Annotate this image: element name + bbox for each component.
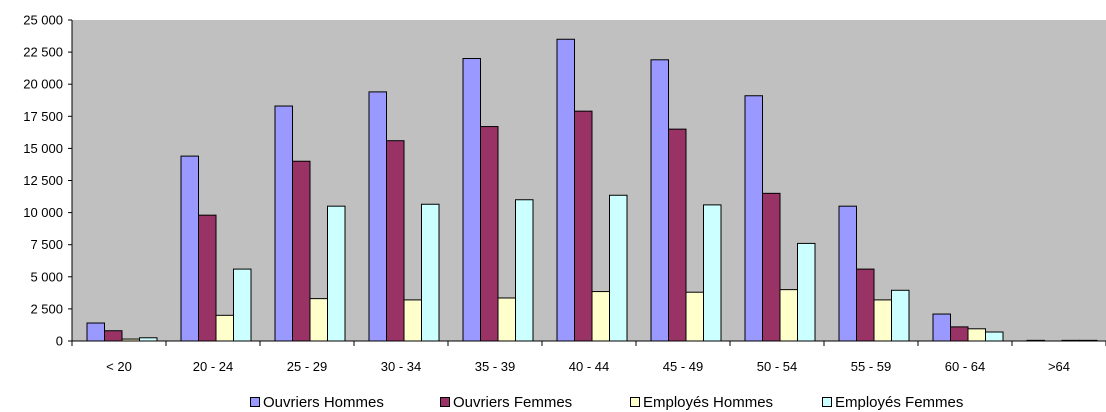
bar-4-4549 <box>703 204 722 342</box>
y-tick-label: 20 000 <box>23 77 63 92</box>
y-tick-label: 25 000 <box>23 13 63 28</box>
bar-3-3034 <box>403 299 422 342</box>
legend-item: Ouvriers Femmes <box>440 393 573 411</box>
bar-3-5054 <box>779 289 798 342</box>
bar-2-5054 <box>762 192 781 342</box>
bar-4-3539 <box>515 199 534 342</box>
legend-swatch <box>630 397 640 407</box>
y-tick-label: 5 000 <box>30 269 63 284</box>
y-tick-label: 12 500 <box>23 173 63 188</box>
y-tick-label: 22 500 <box>23 45 63 60</box>
x-tick-label: 35 - 39 <box>475 359 515 374</box>
bar-2-4549 <box>668 128 687 342</box>
bar-4-6064 <box>985 331 1004 342</box>
legend-swatch <box>822 397 832 407</box>
bar-chart: 0 2 500 5 000 7 500 10 000 12 500 15 000 17 500… <box>23 13 1106 374</box>
bar-3-2529 <box>309 298 328 342</box>
bar-2-2024 <box>198 214 217 342</box>
x-tick-label: 45 - 49 <box>663 359 703 374</box>
y-tick-label: 7 500 <box>30 237 63 252</box>
legend-item: Employés Hommes <box>630 393 774 411</box>
legend-label: Ouvriers Femmes <box>453 393 573 411</box>
x-tick-label: 20 - 24 <box>193 359 233 374</box>
legend-label: Employés Hommes <box>643 393 774 411</box>
bar-4-2024 <box>233 268 252 342</box>
chart-legend: Ouvriers Hommes Ouvriers Femmes Employés H… <box>0 392 1106 412</box>
x-tick-label: 60 - 64 <box>945 359 985 374</box>
bar-4-4044 <box>609 194 628 342</box>
x-axis-ticks: < 20 20 - 24 25 - 29 30 - 34 35 - 39 40 - 44 4… <box>71 341 1106 374</box>
legend-item: Employés Femmes <box>822 393 964 411</box>
bar-4-5559 <box>891 289 910 342</box>
bar-4-5054 <box>797 242 816 342</box>
bar-2-2529 <box>292 160 311 342</box>
y-axis-ticks: 0 2 500 5 000 7 500 10 000 12 500 15 000 17 500… <box>23 13 72 349</box>
y-tick-label: 0 <box>56 334 63 349</box>
x-tick-label: 30 - 34 <box>381 359 421 374</box>
bar-1-4044 <box>556 38 575 342</box>
bar-1-2024 <box>180 155 199 342</box>
bar-1-6064 <box>932 313 951 342</box>
x-tick-label: 55 - 59 <box>851 359 891 374</box>
bar-1-3034 <box>368 91 387 342</box>
x-tick-label: 50 - 54 <box>757 359 797 374</box>
bars-group <box>86 38 1098 342</box>
legend-item: Ouvriers Hommes <box>250 393 384 411</box>
legend-label: Employés Femmes <box>835 393 964 411</box>
bar-4-3034 <box>421 203 440 342</box>
bar-3-4044 <box>591 291 610 342</box>
bar-1-4549 <box>650 59 669 342</box>
x-tick-label: >64 <box>1048 359 1070 374</box>
x-tick-label: 40 - 44 <box>569 359 609 374</box>
bar-4-2529 <box>327 205 346 342</box>
bar-3-4549 <box>685 291 704 342</box>
bar-2-4044 <box>574 110 593 342</box>
bar-3-3539 <box>497 297 516 342</box>
bar-1-3539 <box>462 58 481 342</box>
legend-label: Ouvriers Hommes <box>263 393 384 411</box>
legend-swatch <box>250 397 260 407</box>
bar-2-6064 <box>950 326 969 342</box>
bar-1-5559 <box>838 205 857 342</box>
bar-2-5559 <box>856 268 875 342</box>
bar-2-3034 <box>386 140 405 342</box>
bar-2-3539 <box>480 126 499 342</box>
bar-1-20 <box>86 322 105 342</box>
bar-2-20 <box>104 330 123 342</box>
y-tick-label: 15 000 <box>23 141 63 156</box>
x-tick-label: 25 - 29 <box>287 359 327 374</box>
x-tick-label: < 20 <box>106 359 132 374</box>
legend-swatch <box>440 397 450 407</box>
bar-1-2529 <box>274 105 293 342</box>
bar-3-6064 <box>967 328 986 342</box>
y-tick-label: 10 000 <box>23 205 63 220</box>
bar-3-5559 <box>873 299 892 342</box>
y-tick-label: 17 500 <box>23 109 63 124</box>
y-tick-label: 2 500 <box>30 301 63 316</box>
bar-3-2024 <box>215 314 234 342</box>
bar-1-5054 <box>744 95 763 342</box>
